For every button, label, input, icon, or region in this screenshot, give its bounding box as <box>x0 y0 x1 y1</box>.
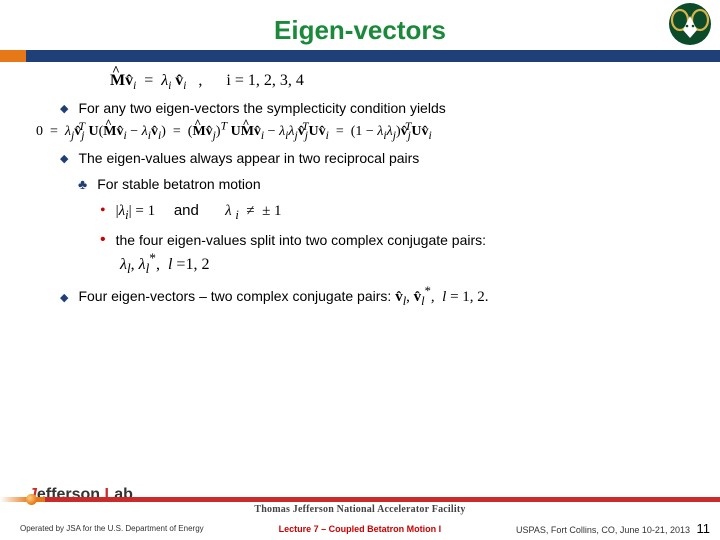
bullet-reciprocal: ◆ The eigen-values always appear in two … <box>60 150 684 166</box>
bullet-dot-icon: • <box>100 206 106 216</box>
diamond-icon: ◆ <box>60 102 68 115</box>
club-icon: ♣ <box>78 176 87 192</box>
footer: Jefferson Lab Thomas Jefferson National … <box>0 471 720 540</box>
text-eigvec-pairs: Four eigen-vectors – two complex conjuga… <box>78 288 391 304</box>
eq-symplectic-chain: 0 = λjv̂jT U(Mv̂i − λiv̂i) = (Mv̂j)T UMv… <box>36 124 684 140</box>
sub-bullet-conjugate: • the four eigen-values split into two c… <box>60 232 684 248</box>
title-underline <box>0 50 720 62</box>
eq-eigen-def: Mv̂i = λi v̂i , i = 1, 2, 3, 4 <box>110 72 684 92</box>
diamond-icon: ◆ <box>60 291 68 304</box>
sub-bullet-mag: • |λi| = 1 and λ i ≠ ± 1 <box>60 202 684 220</box>
slide: Eigen-vectors Mv̂i = λi v̂i , i = 1, 2, … <box>0 0 720 540</box>
eq-lambda-pairs: λl, λl*, l =1, 2 <box>120 256 684 274</box>
diamond-icon: ◆ <box>60 152 68 165</box>
footer-bottom: Operated by JSA for the U.S. Department … <box>0 521 720 540</box>
slide-title: Eigen-vectors <box>274 15 446 46</box>
page-number: 11 <box>696 521 710 536</box>
accelerator-line <box>0 497 720 502</box>
bullet-symplectic: ◆ For any two eigen-vectors the symplect… <box>60 100 684 116</box>
text-conjugate: the four eigen-values split into two com… <box>116 232 486 248</box>
text-reciprocal: The eigen-values always appear in two re… <box>78 150 419 166</box>
csu-ram-logo <box>668 2 712 46</box>
content-area: Mv̂i = λi v̂i , i = 1, 2, 3, 4 ◆ For any… <box>0 62 720 540</box>
footer-lecture: Lecture 7 – Coupled Betatron Motion I <box>279 524 442 534</box>
bullet-dot-icon: • <box>100 235 106 245</box>
text-stable: For stable betatron motion <box>97 176 260 192</box>
text-symplectic: For any two eigen-vectors the symplectic… <box>78 100 445 116</box>
eq-l-range: 1, 2 <box>185 256 209 273</box>
eq-i-range: i = 1, 2, 3, 4 <box>226 72 303 89</box>
title-bar: Eigen-vectors <box>0 0 720 50</box>
bullet-stable: ♣ For stable betatron motion <box>60 176 684 192</box>
bullet-eigvec-pairs: ◆ Four eigen-vectors – two complex conju… <box>60 288 684 306</box>
and-text: and <box>174 202 199 219</box>
footer-venue: USPAS, Fort Collins, CO, June 10-21, 201… <box>516 525 690 535</box>
footer-facility: Thomas Jefferson National Accelerator Fa… <box>0 504 720 515</box>
eq-l-range2: 1, 2. <box>462 289 488 305</box>
footer-operated: Operated by JSA for the U.S. Department … <box>20 524 204 533</box>
